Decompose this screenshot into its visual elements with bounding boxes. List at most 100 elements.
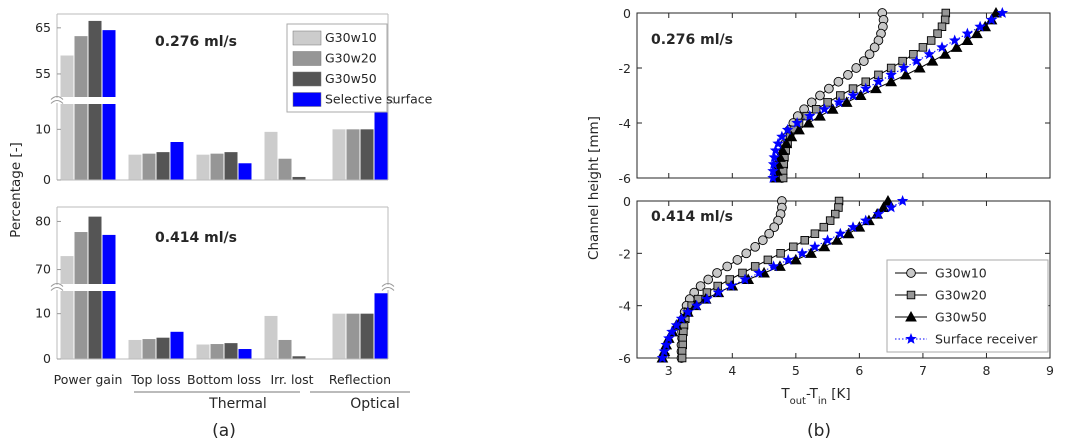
bar bbox=[156, 337, 170, 359]
data-point-star bbox=[821, 234, 834, 246]
data-point-star bbox=[996, 7, 1009, 18]
data-point-star bbox=[833, 96, 845, 108]
y-tick-label: 0 bbox=[43, 351, 51, 366]
data-point-square bbox=[926, 36, 936, 45]
bar bbox=[74, 232, 88, 284]
data-point-circle bbox=[695, 281, 706, 291]
y-tick-label: -6 bbox=[619, 171, 632, 186]
data-point-circle bbox=[764, 228, 775, 239]
data-point-star bbox=[767, 172, 779, 183]
data-point-square bbox=[909, 50, 918, 59]
data-point-star bbox=[670, 319, 683, 331]
legend-entry: G30w20 bbox=[935, 288, 987, 303]
legend-entry: Surface receiver bbox=[935, 332, 1038, 347]
group-label: Thermal bbox=[208, 396, 267, 412]
y-tick-label: 0 bbox=[623, 6, 631, 21]
data-point-triangle bbox=[780, 137, 793, 149]
data-point-triangle bbox=[926, 55, 939, 66]
data-point-triangle bbox=[831, 234, 843, 245]
category-label: Irr. lost bbox=[270, 372, 313, 387]
data-point-triangle bbox=[854, 89, 867, 100]
bar bbox=[60, 104, 74, 180]
data-point-star bbox=[656, 352, 669, 363]
axis-break-marker bbox=[50, 287, 64, 291]
data-point-square bbox=[810, 229, 820, 238]
data-point-triangle bbox=[870, 82, 882, 94]
x-tick-label: 9 bbox=[1046, 363, 1054, 378]
bar bbox=[142, 153, 156, 180]
data-point-star bbox=[872, 75, 885, 87]
data-point-triangle bbox=[882, 194, 894, 206]
y-tick-label: -4 bbox=[619, 299, 632, 314]
data-point-star bbox=[701, 293, 713, 304]
data-point-star bbox=[860, 82, 872, 94]
bar bbox=[210, 153, 224, 180]
line-chart-top: 0 -2 -4 -6 0.276 ml/s bbox=[619, 6, 1051, 186]
series-line bbox=[775, 12, 997, 179]
bar bbox=[128, 339, 142, 359]
flow-rate-annotation: 0.276 ml/s bbox=[155, 34, 237, 50]
data-point-square bbox=[836, 91, 845, 100]
y-tick-label: 55 bbox=[35, 66, 51, 81]
data-point-star bbox=[936, 41, 948, 53]
bar bbox=[278, 158, 292, 180]
panel-a-label: (a) bbox=[212, 421, 236, 441]
data-point-circle bbox=[906, 268, 916, 278]
data-point-circle bbox=[732, 255, 743, 265]
data-point-square bbox=[918, 43, 928, 52]
data-point-square bbox=[933, 29, 942, 38]
x-tick-label: 3 bbox=[665, 363, 673, 378]
y-tick-label: -4 bbox=[619, 116, 632, 131]
data-point-triangle bbox=[885, 75, 898, 87]
data-point-square bbox=[800, 235, 809, 245]
data-point-square bbox=[825, 216, 835, 225]
bar bbox=[196, 154, 210, 180]
bar bbox=[102, 291, 116, 359]
data-point-circle bbox=[722, 261, 733, 272]
data-point-triangle bbox=[939, 48, 952, 59]
bar bbox=[264, 315, 278, 359]
data-point-star bbox=[847, 221, 859, 232]
data-point-triangle bbox=[971, 27, 983, 39]
series-line bbox=[781, 12, 885, 178]
data-point-square bbox=[677, 353, 687, 363]
data-point-star bbox=[791, 117, 803, 128]
y-tick-label: 10 bbox=[35, 306, 51, 321]
bar bbox=[170, 331, 184, 359]
data-point-star bbox=[985, 13, 998, 25]
data-point-star bbox=[804, 110, 816, 121]
data-point-star bbox=[860, 214, 872, 226]
axis-break-marker bbox=[50, 96, 64, 100]
data-point-circle bbox=[769, 222, 780, 233]
bar bbox=[74, 36, 88, 97]
x-tick-label: 4 bbox=[728, 363, 736, 378]
data-point-star bbox=[725, 280, 737, 291]
bar bbox=[346, 313, 360, 359]
y-tick-label: 0 bbox=[43, 172, 51, 187]
data-point-circle bbox=[712, 268, 722, 278]
data-point-square bbox=[898, 56, 907, 66]
bar bbox=[332, 313, 346, 359]
axis-break-marker bbox=[381, 287, 395, 291]
panel-b: Channel height [mm] 0 -2 -4 -6 0.276 ml/s 0 -… bbox=[586, 6, 1054, 441]
plot-frame bbox=[636, 200, 1051, 359]
data-point-star bbox=[872, 208, 885, 219]
legend-swatch bbox=[292, 92, 322, 107]
data-point-star bbox=[949, 34, 961, 46]
x-tick-label: 7 bbox=[919, 363, 927, 378]
legend-swatch bbox=[292, 30, 322, 46]
data-point-circle bbox=[815, 90, 825, 101]
data-point-star bbox=[885, 201, 897, 213]
bar bbox=[360, 313, 374, 359]
data-point-triangle bbox=[814, 110, 826, 121]
series-line bbox=[782, 12, 947, 178]
bar bbox=[156, 152, 170, 180]
data-point-triangle bbox=[913, 61, 926, 73]
bar bbox=[196, 344, 210, 359]
bar bbox=[360, 129, 374, 180]
bar bbox=[170, 142, 184, 180]
data-point-star bbox=[660, 338, 672, 350]
bar bbox=[102, 234, 116, 284]
category-label: Reflection bbox=[329, 372, 391, 387]
x-axis-label: Tout-Tin [K] bbox=[780, 386, 850, 407]
